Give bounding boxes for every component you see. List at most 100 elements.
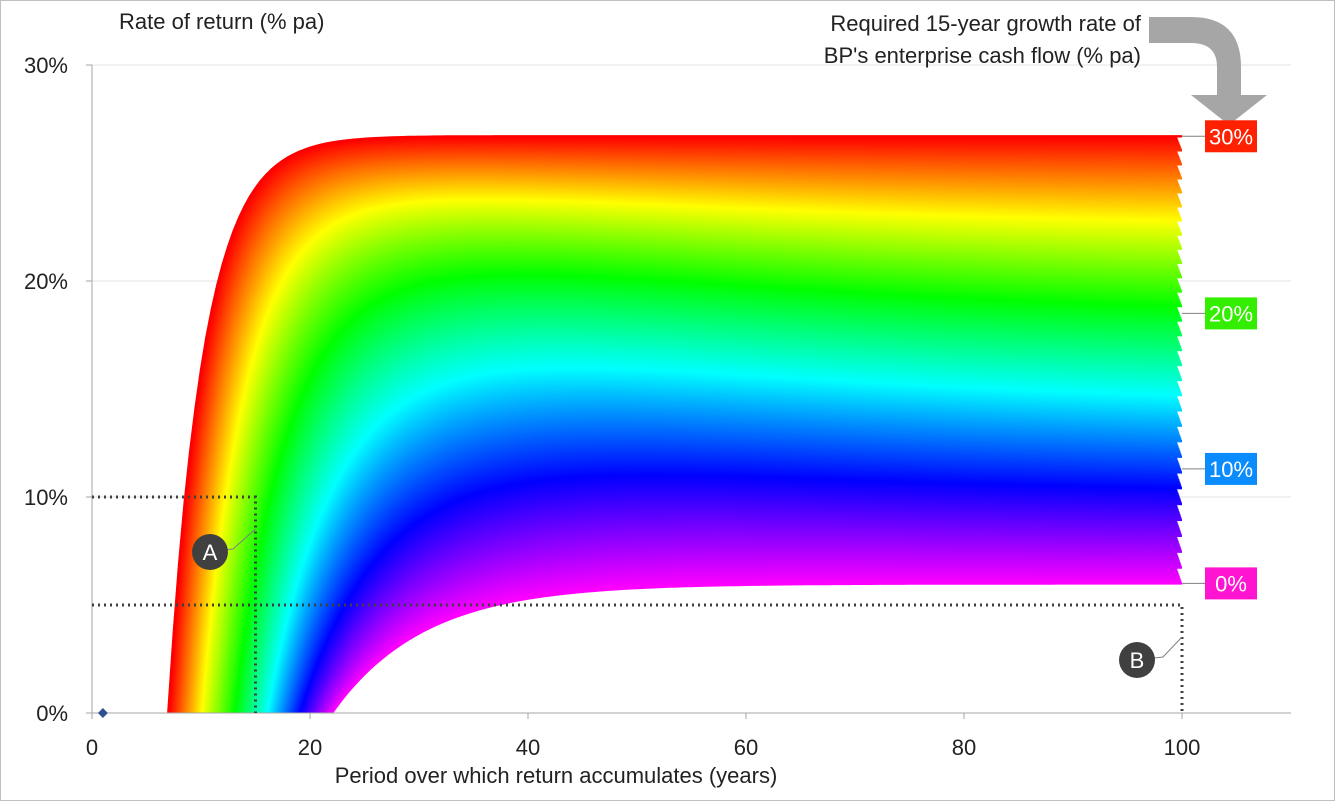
series-line [255, 338, 1179, 714]
series-line [222, 247, 1178, 714]
series-line [318, 544, 1181, 714]
series-line [267, 373, 1179, 714]
series-line [267, 374, 1180, 714]
arrow-icon [1149, 17, 1267, 125]
series-line [302, 490, 1182, 714]
series-line [296, 470, 1181, 714]
series-line [202, 203, 1180, 714]
series-line [199, 198, 1183, 714]
series-line [200, 200, 1178, 714]
series-line [235, 281, 1180, 714]
series-line [304, 496, 1178, 714]
series-line [305, 500, 1179, 714]
series-line [273, 394, 1180, 714]
series-line [250, 322, 1179, 714]
series-line [296, 468, 1181, 714]
series-line [253, 331, 1182, 714]
series-line [240, 293, 1179, 714]
series-line [313, 527, 1182, 714]
series-line [238, 287, 1183, 714]
series-line [226, 258, 1182, 714]
series-line [310, 516, 1179, 714]
series-line [299, 477, 1178, 714]
series-line [212, 226, 1179, 714]
series-line [276, 401, 1183, 714]
series-line [311, 518, 1179, 714]
series-line [306, 503, 1180, 714]
series-line [215, 232, 1182, 714]
end-label-box [1205, 120, 1257, 153]
series-line [297, 474, 1183, 714]
series-line [270, 381, 1182, 714]
y-tick-label: 0% [36, 701, 68, 726]
legend-title-line: Required 15-year growth rate of [830, 11, 1141, 36]
series-line [249, 320, 1178, 714]
end-label-text: 30% [1209, 124, 1253, 149]
series-line [226, 256, 1181, 714]
series-line [232, 273, 1183, 714]
series-line [255, 336, 1178, 714]
series-line [248, 316, 1182, 714]
series-line [293, 459, 1178, 714]
series-line [273, 392, 1180, 714]
series-line [258, 344, 1181, 714]
series-line [287, 437, 1183, 714]
series-line [241, 296, 1180, 714]
series-line [261, 356, 1179, 714]
series-line [326, 569, 1178, 714]
series-line [218, 239, 1180, 714]
series-line [211, 223, 1178, 714]
series-line [301, 487, 1181, 714]
series-line [277, 404, 1178, 714]
series-line [275, 397, 1181, 714]
series-line [280, 415, 1181, 714]
series-line [307, 507, 1181, 714]
series-line [297, 472, 1182, 714]
series-line [219, 241, 1180, 714]
series-line [288, 440, 1178, 714]
series-line [213, 227, 1180, 714]
series-line [210, 221, 1183, 714]
series-line [312, 524, 1181, 714]
series-line [257, 341, 1180, 714]
series-line [330, 582, 1182, 714]
series-line [227, 260, 1178, 714]
series-line [261, 354, 1179, 714]
series-line [319, 546, 1182, 714]
series-line [292, 455, 1183, 714]
series-line [314, 531, 1178, 714]
guide-line-a [92, 495, 257, 713]
x-tick-label: 60 [734, 735, 758, 760]
series-line [322, 556, 1180, 714]
series-line [303, 494, 1178, 714]
series-line [203, 205, 1181, 714]
series-line [167, 135, 1182, 714]
series-line [229, 265, 1179, 714]
series-line [312, 522, 1180, 714]
series-line [324, 563, 1182, 714]
series-line [225, 255, 1181, 714]
series-line [247, 313, 1181, 714]
series-line [283, 426, 1179, 714]
series-line [228, 262, 1178, 714]
series-line [233, 276, 1178, 714]
series-line [315, 533, 1178, 714]
series-line [328, 574, 1180, 714]
series-line [216, 234, 1178, 714]
series-line [209, 218, 1181, 714]
series-line [317, 538, 1180, 714]
series-line [293, 457, 1178, 714]
series-line [278, 408, 1179, 714]
series-line [221, 245, 1182, 714]
series-line [316, 535, 1179, 714]
series-line [244, 305, 1178, 714]
x-tick-label: 0 [86, 735, 98, 760]
series-line [295, 464, 1180, 714]
series-line [260, 351, 1178, 714]
series-line [252, 328, 1181, 714]
series-line [290, 448, 1180, 714]
y-tick-label: 20% [24, 269, 68, 294]
x-tick-label: 40 [516, 735, 540, 760]
